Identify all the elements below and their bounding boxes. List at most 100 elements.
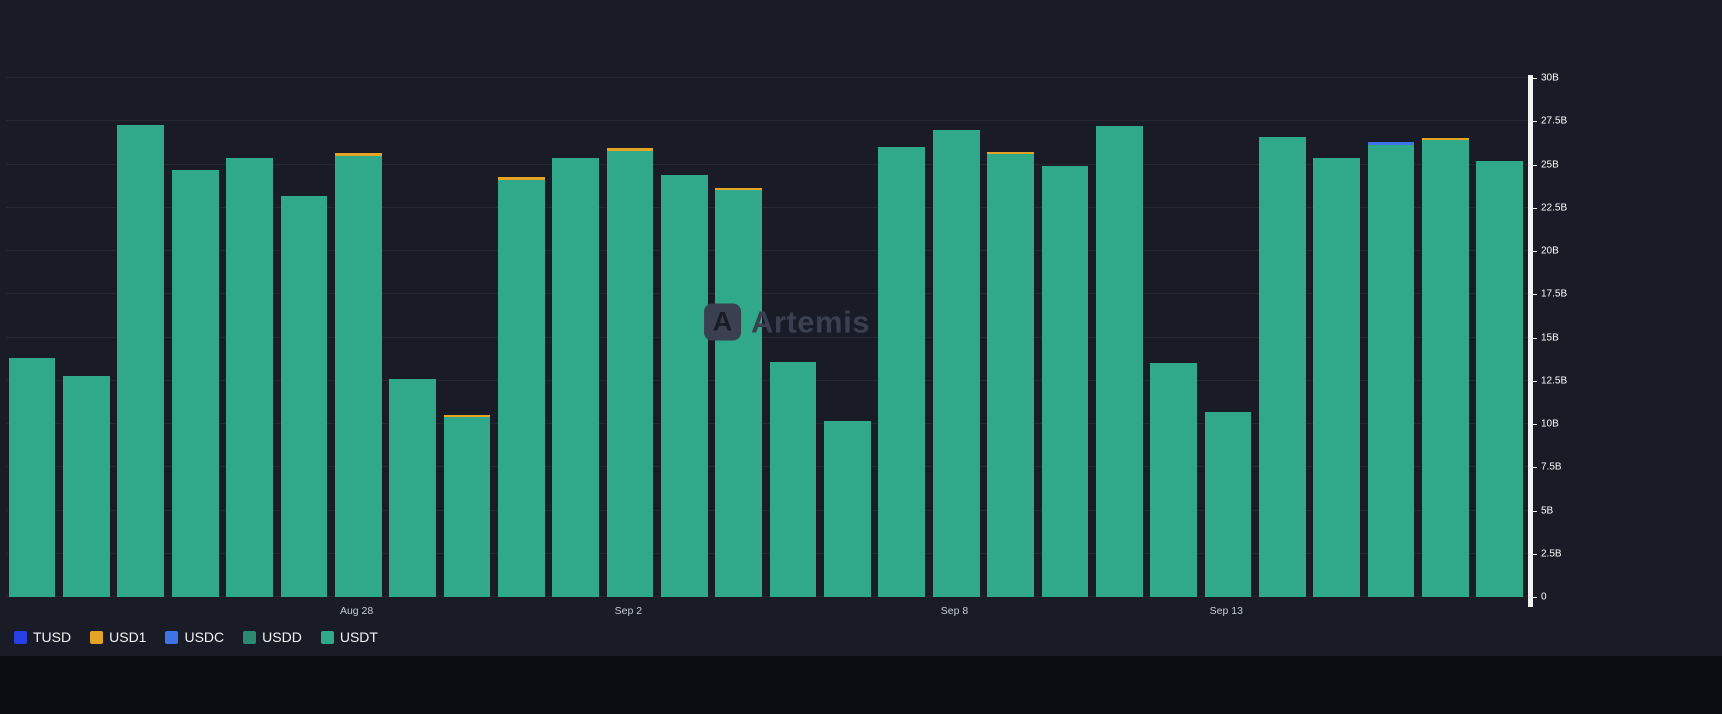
- gridline: [6, 596, 1528, 597]
- bar-segment-usdc[interactable]: [1367, 142, 1415, 146]
- y-axis-label: 25B: [1541, 159, 1559, 170]
- bar-segment-usdt[interactable]: [280, 195, 328, 597]
- bar[interactable]: [824, 78, 871, 597]
- gridline: [6, 509, 1528, 511]
- bar[interactable]: [1422, 78, 1469, 597]
- bar-segment-usdt[interactable]: [8, 358, 56, 597]
- bar-segment-usdt[interactable]: [1041, 166, 1089, 597]
- bar-segment-usdt[interactable]: [334, 155, 382, 597]
- bar-segment-usdt[interactable]: [1095, 126, 1143, 597]
- bar-segment-usdt[interactable]: [1258, 136, 1306, 597]
- bar[interactable]: [878, 78, 926, 597]
- bar-segment-usdt[interactable]: [661, 174, 708, 597]
- legend-item-usdc[interactable]: USDC: [165, 630, 224, 644]
- bar-segment-usdt[interactable]: [769, 361, 817, 597]
- bar[interactable]: [171, 78, 219, 597]
- bar-segment-usdt[interactable]: [552, 157, 600, 597]
- bar[interactable]: [606, 78, 654, 597]
- y-axis-tick: [1533, 78, 1537, 79]
- y-axis-tick: [1533, 424, 1537, 425]
- bar[interactable]: [1476, 78, 1524, 597]
- bar-segment-usdt[interactable]: [389, 379, 436, 597]
- legend-item-usdd[interactable]: USDD: [243, 630, 302, 644]
- y-axis-label: 12.5B: [1541, 375, 1568, 387]
- bar-segment-usdt[interactable]: [715, 190, 763, 597]
- bar-segment-usdt[interactable]: [1150, 363, 1197, 597]
- bottom-strip: [0, 656, 1722, 714]
- legend-item-usd1[interactable]: USD1: [90, 630, 146, 644]
- bar[interactable]: [8, 78, 56, 597]
- bar[interactable]: [226, 78, 273, 597]
- gridline: [6, 336, 1528, 338]
- bar-segment-usdt[interactable]: [1367, 145, 1415, 597]
- bar[interactable]: [715, 78, 763, 597]
- y-axis-label: 17.5B: [1541, 288, 1568, 300]
- bar-segment-usdt[interactable]: [606, 150, 654, 597]
- bar-segment-usdt[interactable]: [226, 157, 273, 597]
- x-axis-label: Sep 2: [614, 605, 643, 617]
- legend-item-usdt[interactable]: USDT: [320, 630, 378, 644]
- bar[interactable]: [389, 78, 436, 597]
- bar-segment-usd1[interactable]: [334, 153, 382, 156]
- y-axis-label: 2.5B: [1541, 548, 1562, 560]
- bar[interactable]: [1041, 78, 1089, 597]
- bar-segment-usdt[interactable]: [824, 420, 871, 597]
- bar-segment-usd1[interactable]: [715, 187, 763, 191]
- bar-segment-usdt[interactable]: [878, 147, 926, 597]
- bar-segment-usdt[interactable]: [63, 375, 110, 597]
- bar-segment-usd1[interactable]: [443, 414, 491, 418]
- bar[interactable]: [1367, 78, 1415, 597]
- bar-segment-usdt[interactable]: [443, 417, 491, 597]
- bar-segment-usdt[interactable]: [932, 129, 980, 597]
- bar[interactable]: [1204, 78, 1252, 597]
- bar[interactable]: [1095, 78, 1143, 597]
- bar-segment-usdt[interactable]: [497, 180, 545, 597]
- x-axis-label: Aug 28: [339, 605, 374, 617]
- bar[interactable]: [1258, 78, 1306, 597]
- legend-label: USD1: [109, 629, 147, 645]
- bar-segment-usdt[interactable]: [1204, 411, 1252, 597]
- legend-label: USDD: [262, 629, 302, 645]
- bar[interactable]: [334, 78, 382, 597]
- y-axis-label: 15B: [1541, 332, 1559, 343]
- gridline: [6, 423, 1528, 424]
- gridline: [6, 120, 1528, 122]
- bar[interactable]: [661, 78, 708, 597]
- bar-segment-usdt[interactable]: [1313, 157, 1361, 597]
- y-axis-label: 20B: [1541, 245, 1559, 257]
- bar[interactable]: [280, 78, 328, 597]
- x-axis-label: Sep 8: [940, 605, 969, 617]
- bar[interactable]: [769, 78, 817, 597]
- plot-area: Aug 28 Sep 2 Sep 8 Sep 13: [6, 77, 1528, 617]
- bar[interactable]: [443, 78, 491, 597]
- legend-swatch-icon: [14, 630, 27, 644]
- bar[interactable]: [552, 78, 600, 597]
- y-axis-line: [1528, 75, 1533, 607]
- y-axis-label: 27.5B: [1541, 115, 1568, 127]
- legend-label: TUSD: [33, 629, 72, 645]
- y-axis-tick: [1533, 207, 1537, 209]
- y-axis-label: 10B: [1541, 418, 1559, 430]
- y-axis-tick: [1533, 553, 1537, 555]
- legend: TUSD USD1 USDC USDD USDT: [14, 625, 378, 649]
- bar[interactable]: [1150, 78, 1197, 597]
- bar[interactable]: [63, 78, 110, 597]
- y-axis-tick: [1533, 597, 1537, 598]
- bar-segment-usdt[interactable]: [1476, 161, 1524, 597]
- legend-swatch-icon: [165, 630, 179, 644]
- bar-segment-usdt[interactable]: [171, 169, 219, 597]
- bar-segment-usd1[interactable]: [606, 148, 654, 151]
- bar-segment-usd1[interactable]: [497, 177, 545, 181]
- bar-segment-usdt[interactable]: [987, 154, 1034, 597]
- legend-item-tusd[interactable]: TUSD: [14, 630, 71, 644]
- bar-segment-usd1[interactable]: [987, 151, 1034, 155]
- bar[interactable]: [932, 78, 980, 597]
- bar[interactable]: [117, 78, 165, 597]
- bar[interactable]: [497, 78, 545, 597]
- bar-segment-usdt[interactable]: [1422, 140, 1469, 597]
- bar[interactable]: [1313, 78, 1361, 597]
- bar[interactable]: [987, 78, 1034, 597]
- bar-segment-usdt[interactable]: [117, 124, 165, 597]
- bar-segment-usd1[interactable]: [1422, 137, 1469, 141]
